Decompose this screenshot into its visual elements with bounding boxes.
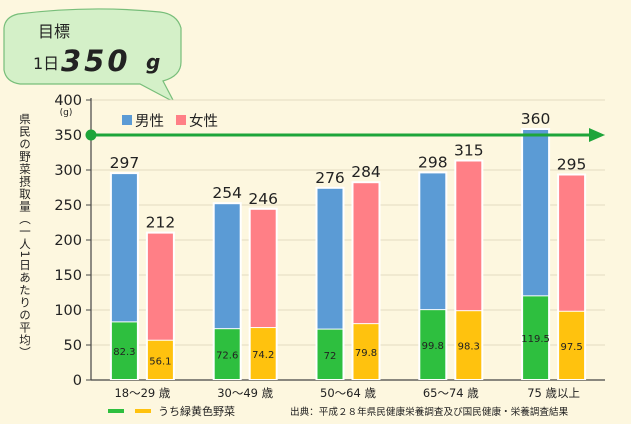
legend-male-label: 男性 [135,113,164,130]
target-layer [85,128,605,142]
male-value-label: 254 [212,184,242,202]
female-green-yellow-label: 74.2 [252,350,274,361]
y-tick-label: 350 [54,128,82,144]
callout-label: 目標 [38,22,70,41]
callout-value: 350 [61,44,131,78]
female-bar-total [250,209,276,328]
female-bar-green-yellow [147,340,173,379]
male-bar-total [420,173,446,310]
male-bar-green-yellow [317,329,343,379]
female-green-yellow-label: 98.3 [458,342,480,353]
female-bar-total [456,161,482,311]
legend-bottom: うち緑黄色野菜 [108,404,235,418]
y-unit-label: (g) [60,108,73,118]
male-green-yellow-label: 72.6 [216,351,238,362]
y-tick-label: 100 [54,303,82,319]
male-value-label: 298 [418,153,448,171]
y-tick-label: 150 [54,268,82,284]
target-line-start-dot [85,129,97,141]
legend-male-swatch [122,115,132,125]
y-axis-label: 県民の野菜摂取量（一人1日あたりの平均） [18,113,32,359]
y-tick-label: 250 [54,198,82,214]
legend-female-swatch [176,115,186,125]
male-value-label: 297 [110,154,140,172]
x-category-label: 50〜64 歳 [320,386,376,400]
female-value-label: 212 [146,214,176,232]
legend-female-label: 女性 [189,112,218,130]
x-category-label: 75 歳以上 [527,386,580,400]
male-bar-total [214,204,240,329]
callout-unit: g [146,50,160,74]
female-green-yellow-label: 97.5 [560,342,582,353]
target-callout: 目標 1日 350 g [3,8,182,104]
y-tick-label: 400 [54,93,82,109]
male-value-label: 276 [315,169,345,187]
female-value-label: 284 [351,163,381,181]
x-category-label: 18〜29 歳 [114,386,170,400]
female-bar-total [559,175,585,311]
female-bar-green-yellow [456,311,482,379]
male-bar-total [111,174,137,322]
male-bar-green-yellow [111,322,137,379]
y-tick-label: 50 [64,338,82,354]
female-value-label: 295 [557,156,587,174]
axis-layer: 0 50 100 150 200 250 300 350 400 [54,93,605,389]
legend-green-yellow-label: うち緑黄色野菜 [158,404,235,418]
male-green-yellow-label: 82.3 [113,347,135,358]
bar-layer [109,128,587,380]
female-value-label: 315 [454,142,484,160]
male-green-yellow-label: 99.8 [422,341,444,352]
callout-bubble [3,8,182,104]
source-note: 出典：平成２８年県民健康栄養調査及び国民健康・栄養調査結果 [290,406,569,418]
label-layer: 297 82.3 212 56.1 18〜29 歳 254 72.6 246 74.2 30〜49… [110,110,587,400]
female-value-label: 246 [248,190,278,208]
male-bar-total [317,188,343,329]
y-tick-label: 200 [54,233,82,249]
female-bar-green-yellow [353,324,379,379]
female-bar-green-yellow [250,328,276,379]
male-bar-green-yellow [523,296,549,379]
male-green-yellow-label: 119.5 [521,334,550,345]
male-bar-green-yellow [420,310,446,379]
x-category-label: 65〜74 歳 [423,386,479,400]
x-category-label: 30〜49 歳 [217,386,273,400]
female-bar-total [353,183,379,324]
legend-top: 男性 女性 [122,112,218,130]
male-green-yellow-label: 72 [324,351,337,362]
female-bar-total [147,233,173,340]
y-tick-label: 0 [73,373,82,389]
female-green-yellow-label: 79.8 [355,348,377,359]
female-bar-green-yellow [559,311,585,379]
male-value-label: 360 [521,110,551,128]
female-green-yellow-label: 56.1 [149,356,171,367]
target-line-arrowhead [589,128,605,142]
male-bar-total [523,130,549,296]
male-bar-green-yellow [214,329,240,379]
callout-prefix: 1日 [33,54,59,73]
y-tick-label: 300 [54,163,82,179]
